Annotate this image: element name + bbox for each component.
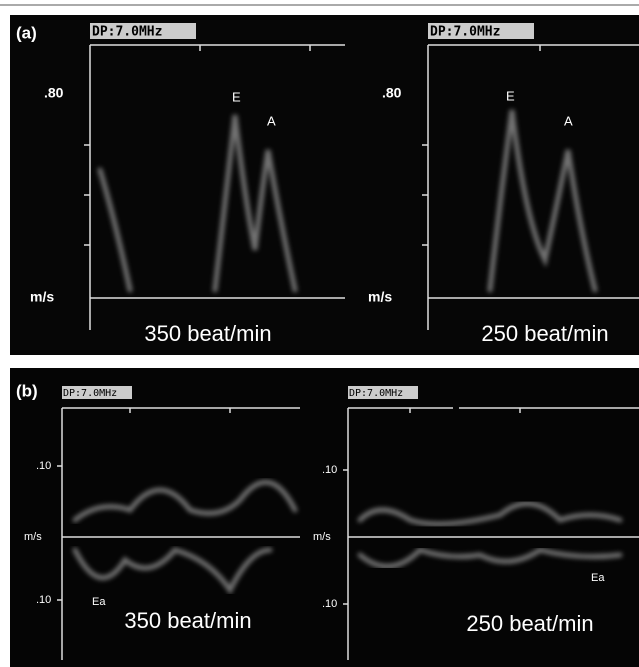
header: DP:7.0MHz: [63, 388, 117, 399]
image-b2: DP:7.0MHz .10 m/s .10 Ea 250 beat/min: [313, 386, 639, 660]
image-a1: DP:7.0MHz .80 m/s E A 350 beat/min: [30, 23, 345, 346]
header: DP:7.0MHz: [349, 388, 403, 399]
unit-label: m/s: [24, 531, 42, 543]
frame: [84, 44, 345, 330]
wave-label: Ea: [92, 596, 106, 608]
unit-label: m/s: [313, 531, 331, 543]
panel-label: (b): [16, 381, 38, 400]
wave-label: Ea: [591, 572, 605, 584]
peak-label: E: [506, 88, 515, 103]
frame: [343, 407, 639, 660]
header-box: [348, 386, 418, 399]
rate-label: 350 beat/min: [144, 321, 271, 346]
header-box: [428, 23, 534, 39]
scale-label: .80: [382, 85, 402, 101]
frame: [57, 407, 300, 660]
peak-label: E: [232, 89, 241, 104]
peak-label: A: [564, 113, 573, 128]
image-b1: DP:7.0MHz .10 m/s .10 Ea 350 beat/min: [24, 386, 300, 660]
header-box: [62, 386, 132, 399]
doppler-trace: [487, 109, 598, 293]
scale-label: .10: [322, 464, 337, 476]
header-box: [90, 23, 196, 39]
doppler-trace: [357, 547, 623, 569]
rate-label: 250 beat/min: [466, 611, 593, 636]
frame: [422, 44, 639, 330]
scale-label: .10: [36, 594, 51, 606]
panel-label: (a): [16, 23, 37, 42]
peak-label: A: [267, 113, 276, 128]
unit-label: m/s: [30, 289, 54, 305]
header: DP:7.0MHz: [430, 25, 500, 40]
doppler-trace: [357, 501, 623, 527]
scale-label: .10: [322, 598, 337, 610]
scale-label: .80: [44, 85, 64, 101]
doppler-trace: [72, 547, 273, 595]
unit-label: m/s: [368, 289, 392, 305]
rate-label: 250 beat/min: [481, 321, 608, 346]
doppler-trace: [72, 479, 298, 523]
panel-b-background: [10, 368, 639, 667]
rate-label: 350 beat/min: [124, 608, 251, 633]
header: DP:7.0MHz: [92, 25, 162, 40]
doppler-trace: [97, 114, 298, 293]
scale-label: .10: [36, 460, 51, 472]
image-a2: DP:7.0MHz .80 m/s E A 250 beat/min: [368, 23, 639, 346]
